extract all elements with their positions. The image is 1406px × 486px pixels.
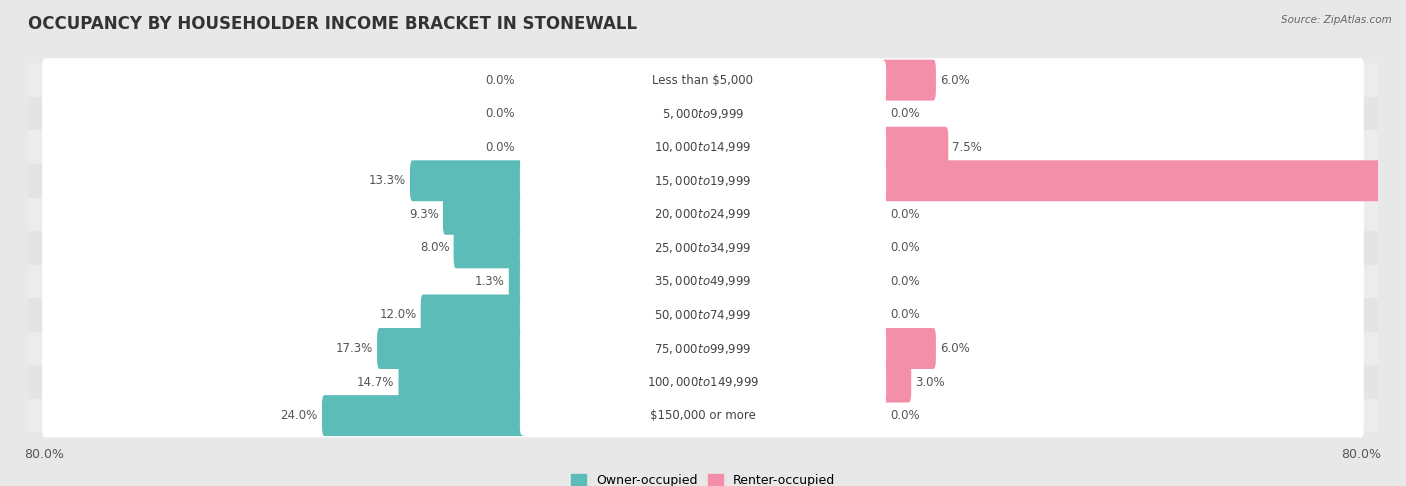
FancyBboxPatch shape xyxy=(28,365,1378,399)
FancyBboxPatch shape xyxy=(28,130,1378,164)
FancyBboxPatch shape xyxy=(520,61,886,100)
Text: $20,000 to $24,999: $20,000 to $24,999 xyxy=(654,208,752,221)
Text: 17.3%: 17.3% xyxy=(336,342,373,355)
FancyBboxPatch shape xyxy=(42,226,1364,270)
FancyBboxPatch shape xyxy=(28,164,1378,197)
FancyBboxPatch shape xyxy=(520,262,886,301)
FancyBboxPatch shape xyxy=(882,60,936,101)
FancyBboxPatch shape xyxy=(882,328,936,369)
Legend: Owner-occupied, Renter-occupied: Owner-occupied, Renter-occupied xyxy=(567,469,839,486)
Text: 0.0%: 0.0% xyxy=(485,107,516,120)
FancyBboxPatch shape xyxy=(28,231,1378,265)
FancyBboxPatch shape xyxy=(42,394,1364,437)
Text: 0.0%: 0.0% xyxy=(890,409,921,422)
FancyBboxPatch shape xyxy=(520,329,886,368)
FancyBboxPatch shape xyxy=(509,261,524,302)
Text: 8.0%: 8.0% xyxy=(420,242,450,254)
FancyBboxPatch shape xyxy=(520,363,886,401)
FancyBboxPatch shape xyxy=(28,97,1378,130)
Text: $5,000 to $9,999: $5,000 to $9,999 xyxy=(662,106,744,121)
Text: 0.0%: 0.0% xyxy=(890,208,921,221)
FancyBboxPatch shape xyxy=(454,227,524,268)
Text: OCCUPANCY BY HOUSEHOLDER INCOME BRACKET IN STONEWALL: OCCUPANCY BY HOUSEHOLDER INCOME BRACKET … xyxy=(28,15,637,33)
Text: 1.3%: 1.3% xyxy=(475,275,505,288)
Text: 24.0%: 24.0% xyxy=(281,409,318,422)
FancyBboxPatch shape xyxy=(443,194,524,235)
FancyBboxPatch shape xyxy=(42,92,1364,136)
Text: $15,000 to $19,999: $15,000 to $19,999 xyxy=(654,174,752,188)
FancyBboxPatch shape xyxy=(42,360,1364,404)
Text: 0.0%: 0.0% xyxy=(485,73,516,87)
FancyBboxPatch shape xyxy=(420,295,524,335)
FancyBboxPatch shape xyxy=(42,260,1364,303)
Text: $150,000 or more: $150,000 or more xyxy=(650,409,756,422)
Text: 13.3%: 13.3% xyxy=(368,174,406,187)
FancyBboxPatch shape xyxy=(520,295,886,334)
Text: 0.0%: 0.0% xyxy=(485,141,516,154)
FancyBboxPatch shape xyxy=(42,125,1364,169)
Text: $50,000 to $74,999: $50,000 to $74,999 xyxy=(654,308,752,322)
FancyBboxPatch shape xyxy=(28,265,1378,298)
Text: 6.0%: 6.0% xyxy=(941,342,970,355)
Text: 9.3%: 9.3% xyxy=(409,208,439,221)
FancyBboxPatch shape xyxy=(520,94,886,133)
FancyBboxPatch shape xyxy=(882,160,1406,201)
FancyBboxPatch shape xyxy=(411,160,524,201)
FancyBboxPatch shape xyxy=(28,298,1378,332)
FancyBboxPatch shape xyxy=(520,128,886,167)
FancyBboxPatch shape xyxy=(28,63,1378,97)
FancyBboxPatch shape xyxy=(322,395,524,436)
Text: 0.0%: 0.0% xyxy=(890,275,921,288)
Text: $100,000 to $149,999: $100,000 to $149,999 xyxy=(647,375,759,389)
FancyBboxPatch shape xyxy=(398,362,524,402)
Text: $35,000 to $49,999: $35,000 to $49,999 xyxy=(654,275,752,288)
FancyBboxPatch shape xyxy=(42,293,1364,337)
FancyBboxPatch shape xyxy=(882,127,948,168)
Text: $10,000 to $14,999: $10,000 to $14,999 xyxy=(654,140,752,154)
FancyBboxPatch shape xyxy=(377,328,524,369)
Text: 0.0%: 0.0% xyxy=(890,242,921,254)
Text: Less than $5,000: Less than $5,000 xyxy=(652,73,754,87)
FancyBboxPatch shape xyxy=(28,332,1378,365)
FancyBboxPatch shape xyxy=(882,362,911,402)
FancyBboxPatch shape xyxy=(520,195,886,234)
Text: Source: ZipAtlas.com: Source: ZipAtlas.com xyxy=(1281,15,1392,25)
Text: 14.7%: 14.7% xyxy=(357,376,394,388)
FancyBboxPatch shape xyxy=(28,197,1378,231)
FancyBboxPatch shape xyxy=(520,161,886,200)
FancyBboxPatch shape xyxy=(520,396,886,435)
Text: $75,000 to $99,999: $75,000 to $99,999 xyxy=(654,342,752,355)
FancyBboxPatch shape xyxy=(42,327,1364,370)
FancyBboxPatch shape xyxy=(520,228,886,267)
Text: 7.5%: 7.5% xyxy=(952,141,983,154)
FancyBboxPatch shape xyxy=(42,58,1364,102)
FancyBboxPatch shape xyxy=(28,399,1378,433)
Text: 0.0%: 0.0% xyxy=(890,107,921,120)
FancyBboxPatch shape xyxy=(42,159,1364,203)
Text: 12.0%: 12.0% xyxy=(380,309,416,321)
FancyBboxPatch shape xyxy=(42,192,1364,236)
Text: 6.0%: 6.0% xyxy=(941,73,970,87)
Text: $25,000 to $34,999: $25,000 to $34,999 xyxy=(654,241,752,255)
Text: 3.0%: 3.0% xyxy=(915,376,945,388)
Text: 0.0%: 0.0% xyxy=(890,309,921,321)
